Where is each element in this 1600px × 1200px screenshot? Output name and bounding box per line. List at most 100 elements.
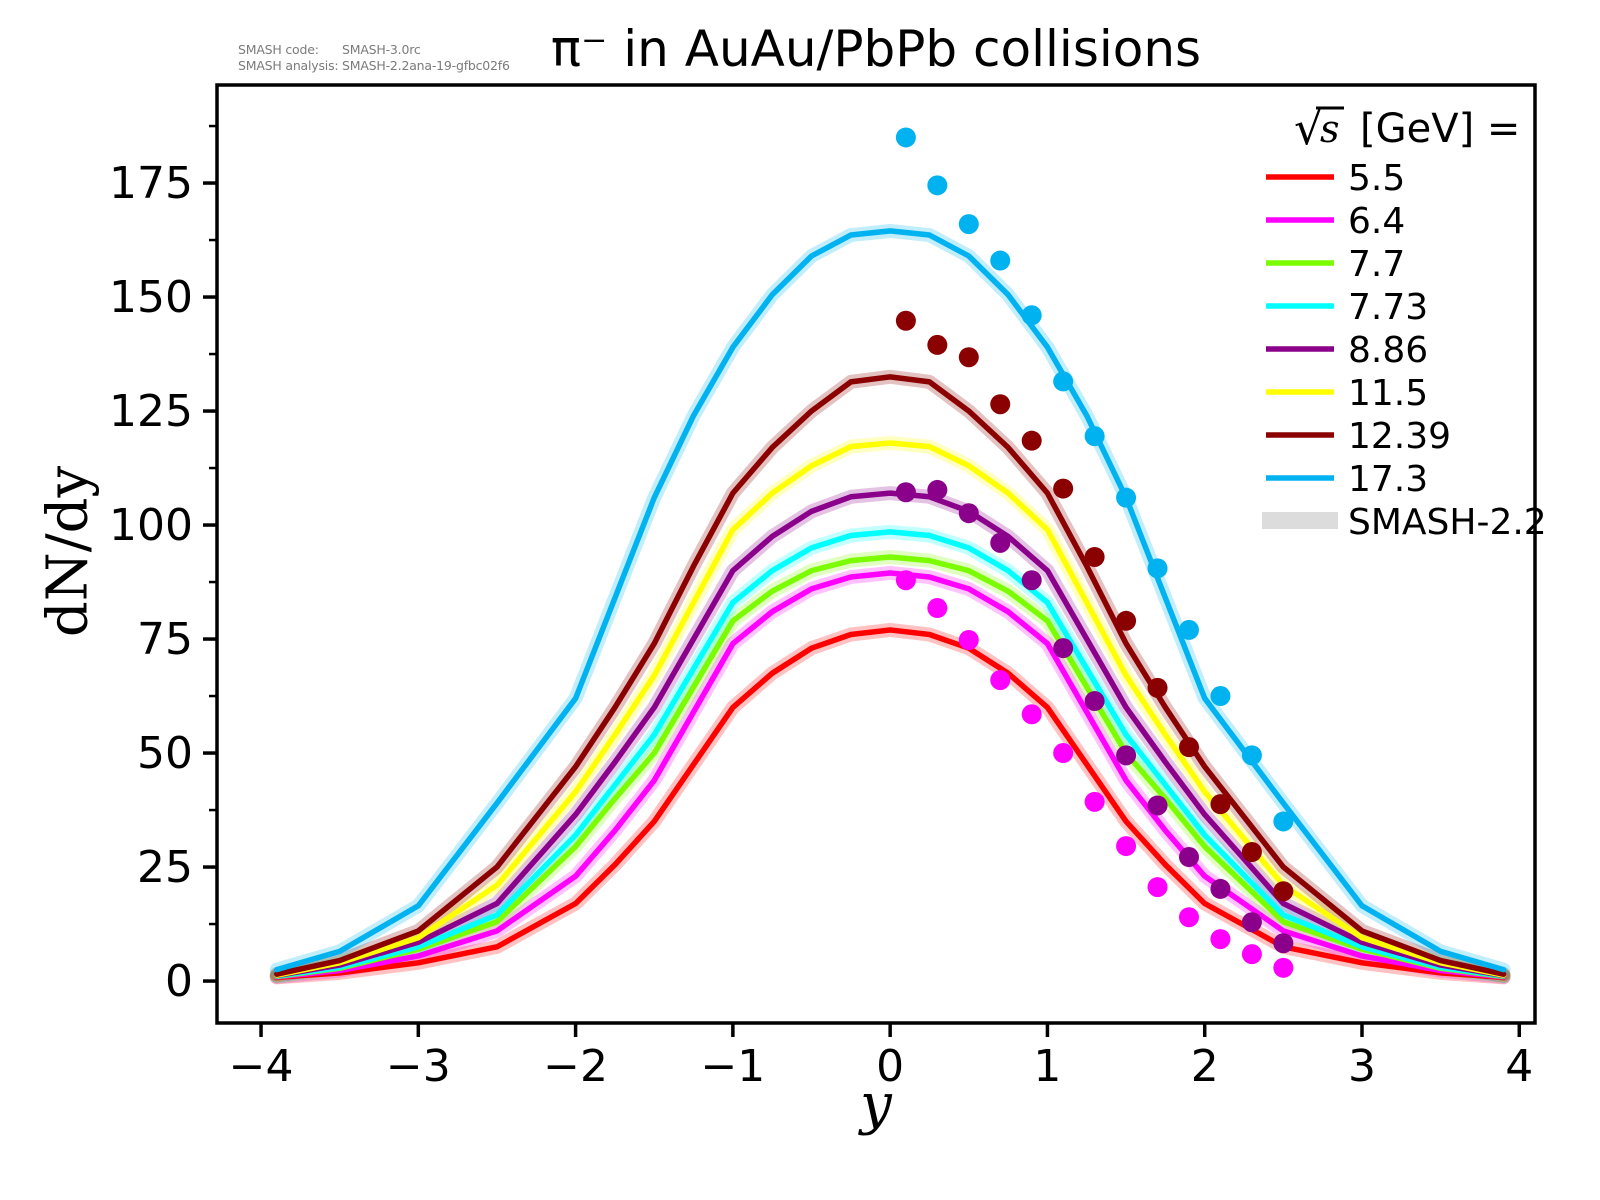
- data-point-12.39: [1273, 881, 1294, 902]
- data-point-8.86: [1084, 691, 1105, 712]
- data-point-8.86: [1178, 847, 1199, 868]
- data-point-6.4: [1084, 791, 1105, 812]
- y-tick-label: 125: [109, 386, 193, 437]
- annotation-row: SMASH analysis: SMASH-2.2ana-19-gfbc02f6: [238, 58, 510, 74]
- x-tick-label: −2: [543, 1041, 608, 1092]
- curve-8.86: [274, 490, 1507, 979]
- legend-label-7.73: 7.73: [1348, 287, 1428, 328]
- curve-6.4: [274, 570, 1507, 980]
- data-point-8.86: [990, 532, 1011, 553]
- x-tick-label: 3: [1348, 1041, 1376, 1092]
- x-tick-label: −4: [229, 1041, 294, 1092]
- data-point-12.39: [1210, 794, 1231, 815]
- y-tick-label: 100: [109, 500, 193, 551]
- annotation-value: SMASH-2.2ana-19-gfbc02f6: [342, 58, 510, 73]
- data-point-17.3: [1273, 811, 1294, 832]
- legend-label-8.86: 8.86: [1348, 330, 1428, 371]
- data-point-12.39: [990, 394, 1011, 415]
- data-point-8.86: [895, 482, 916, 503]
- data-point-12.39: [1178, 737, 1199, 758]
- data-point-6.4: [990, 670, 1011, 691]
- data-point-8.86: [958, 503, 979, 524]
- annotation-row: SMASH code: SMASH-3.0rc: [238, 42, 510, 58]
- y-tick-label: 25: [137, 842, 193, 893]
- x-tick-label: −1: [700, 1041, 765, 1092]
- x-tick-label: 2: [1191, 1041, 1219, 1092]
- data-point-17.3: [895, 127, 916, 148]
- plot-frame: [215, 83, 1537, 1025]
- data-point-17.3: [1084, 426, 1105, 447]
- curve-7.73: [274, 529, 1507, 979]
- legend-swatch-band: [1262, 512, 1338, 529]
- data-point-17.3: [1116, 487, 1137, 508]
- data-point-8.86: [1210, 878, 1231, 899]
- data-point-12.39: [1147, 677, 1168, 698]
- x-tick-label: 0: [876, 1041, 904, 1092]
- legend-label-5.5: 5.5: [1348, 158, 1405, 199]
- x-tick-label: −3: [386, 1041, 451, 1092]
- legend-label-band: SMASH-2.2: [1348, 502, 1547, 543]
- data-point-17.3: [1021, 305, 1042, 326]
- data-point-8.86: [1241, 912, 1262, 933]
- data-point-17.3: [1147, 558, 1168, 579]
- data-point-8.86: [927, 479, 948, 500]
- data-point-6.4: [1147, 877, 1168, 898]
- annotation-label: SMASH analysis:: [238, 58, 339, 73]
- y-tick-label: 75: [137, 614, 193, 665]
- data-point-12.39: [895, 310, 916, 331]
- data-point-12.39: [1241, 841, 1262, 862]
- y-tick-label: 150: [109, 272, 193, 323]
- curve-7.7: [274, 554, 1507, 980]
- legend-label-7.7: 7.7: [1348, 244, 1405, 285]
- data-point-6.4: [895, 570, 916, 591]
- data-point-6.4: [958, 629, 979, 650]
- y-axis-label: dN/dy: [35, 465, 101, 638]
- legend-label-17.3: 17.3: [1348, 459, 1428, 500]
- data-point-12.39: [1116, 610, 1137, 631]
- data-point-8.86: [1021, 570, 1042, 591]
- data-point-6.4: [1273, 957, 1294, 978]
- data-point-6.4: [927, 598, 948, 619]
- data-point-17.3: [1241, 745, 1262, 766]
- data-point-8.86: [1273, 933, 1294, 954]
- data-point-8.86: [1147, 795, 1168, 816]
- y-tick-label: 0: [165, 956, 193, 1007]
- y-tick-label: 50: [137, 728, 193, 779]
- annotation-value: SMASH-3.0rc: [342, 42, 421, 57]
- curve-5.5: [274, 627, 1507, 981]
- data-point-8.86: [1053, 638, 1074, 659]
- x-tick-label: 1: [1033, 1041, 1061, 1092]
- data-point-12.39: [927, 334, 948, 355]
- data-point-8.86: [1116, 745, 1137, 766]
- data-point-17.3: [1210, 686, 1231, 707]
- data-point-17.3: [990, 250, 1011, 271]
- data-point-12.39: [958, 347, 979, 368]
- data-point-6.4: [1210, 929, 1231, 950]
- data-point-12.39: [1084, 546, 1105, 567]
- legend-label-6.4: 6.4: [1348, 201, 1405, 242]
- annotation-label: SMASH code:: [238, 42, 319, 57]
- smash22-band-12.39: [269, 369, 1511, 982]
- data-point-12.39: [1053, 478, 1074, 499]
- data-point-6.4: [1241, 944, 1262, 965]
- data-point-17.3: [1178, 619, 1199, 640]
- legend-title-sqrt-arg: s: [1320, 107, 1340, 151]
- legend-label-12.39: 12.39: [1348, 416, 1451, 457]
- x-tick-label: 4: [1505, 1041, 1533, 1092]
- legend-title-sqrt: √: [1294, 101, 1324, 155]
- curve-12.39: [274, 374, 1507, 977]
- data-point-12.39: [1021, 430, 1042, 451]
- smash-annotation: SMASH code: SMASH-3.0rc SMASH analysis: SM…: [238, 42, 510, 74]
- legend-title-units: [GeV] =: [1360, 106, 1520, 152]
- legend-label-11.5: 11.5: [1348, 373, 1428, 414]
- data-point-17.3: [958, 214, 979, 235]
- x-axis-label: y: [860, 1072, 892, 1137]
- data-point-6.4: [1116, 836, 1137, 857]
- y-tick-label: 175: [109, 158, 193, 209]
- curve-11.5: [274, 440, 1507, 978]
- curve-17.3: [274, 228, 1507, 973]
- smash22-band-17.3: [269, 223, 1511, 977]
- data-point-6.4: [1021, 704, 1042, 725]
